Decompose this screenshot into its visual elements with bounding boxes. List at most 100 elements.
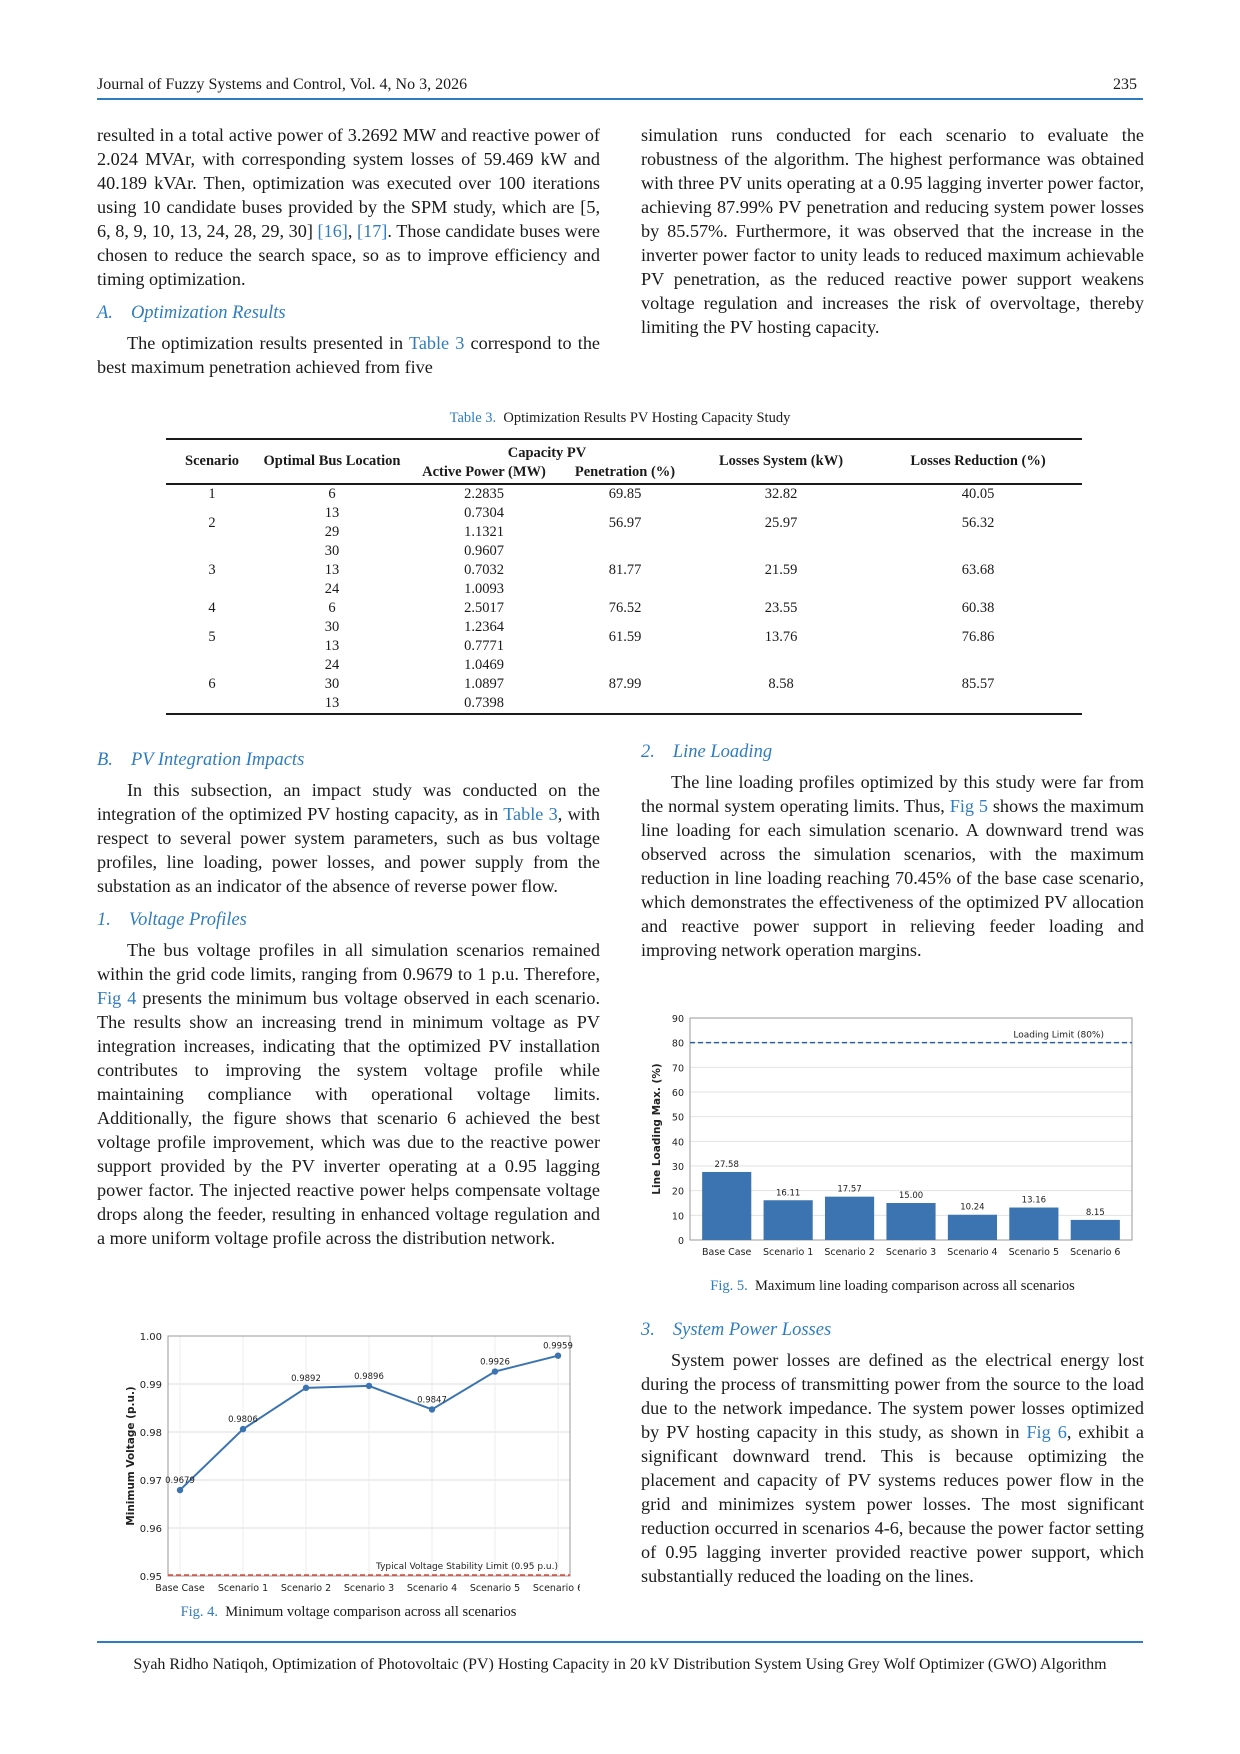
table-cell: 76.52 <box>608 600 642 616</box>
reference-line-label: Loading Limit (80%) <box>1013 1031 1104 1041</box>
table-cell-line: 13 <box>324 562 340 578</box>
table-cell-line: 30 <box>324 676 340 692</box>
data-point <box>428 1406 436 1413</box>
x-tick-label: Scenario 3 <box>344 1583 394 1594</box>
ref-link-16[interactable]: [16] <box>317 221 348 241</box>
paragraph: resulted in a total active power of 3.26… <box>97 125 600 289</box>
table-link[interactable]: Table 3 <box>503 804 558 824</box>
table-cell: 2 <box>208 514 216 531</box>
x-tick-label: Base Case <box>155 1583 205 1594</box>
section-heading-b: B. PV Integration Impacts <box>97 750 305 770</box>
table-cell-line: 13 <box>324 695 340 711</box>
table-cell: 6 <box>258 599 406 618</box>
y-axis-label: Line Loading Max. (%) <box>651 1063 663 1194</box>
table-cell: 1.2364 0.7771 <box>406 618 562 656</box>
data-point <box>365 1382 373 1390</box>
paragraph: simulation runs conducted for each scena… <box>641 125 1144 337</box>
x-tick-label: Scenario 1 <box>218 1583 268 1594</box>
table-cell: 24 30 13 <box>258 656 406 714</box>
page-number: 235 <box>1113 76 1137 93</box>
y-tick-label: 20 <box>672 1187 684 1198</box>
x-tick-label: Scenario 2 <box>281 1583 331 1594</box>
table-cell: 61.59 <box>608 628 642 645</box>
reference-line-label: Typical Voltage Stability Limit (0.95 p.… <box>375 1562 558 1572</box>
x-tick-label: Scenario 1 <box>763 1247 813 1258</box>
left-column-top: resulted in a total active power of 3.26… <box>97 123 600 379</box>
table-cell: 0.9607 0.7032 1.0093 <box>406 542 562 599</box>
figure-caption-4: Fig. 4. Minimum voltage comparison acros… <box>180 1604 517 1620</box>
bar <box>825 1196 875 1240</box>
table-cell-line: 1.0897 <box>464 676 504 692</box>
table-cell: 76.86 <box>961 628 995 645</box>
x-tick-label: Scenario 5 <box>470 1583 520 1594</box>
y-tick-label: 0.99 <box>140 1380 162 1391</box>
data-label: 8.15 <box>1086 1208 1105 1218</box>
y-tick-label: 90 <box>672 1014 684 1025</box>
journal-title: Journal of Fuzzy Systems and Control, Vo… <box>97 76 468 93</box>
table-caption: Table 3. Optimization Results PV Hosting… <box>449 410 791 426</box>
right-column-bottom-2: 3. System Power Losses System power losse… <box>641 1318 1144 1588</box>
table-cell: 2.2835 <box>406 484 562 504</box>
y-tick-label: 80 <box>672 1039 684 1050</box>
data-point <box>491 1368 499 1375</box>
figure-link[interactable]: Fig 4 <box>97 988 137 1008</box>
paragraph: The optimization results presented in Ta… <box>97 333 601 377</box>
col-header-capacity: Capacity PV <box>507 445 587 461</box>
data-point <box>302 1384 310 1392</box>
table-cell: 1 <box>208 486 216 502</box>
data-label: 10.24 <box>960 1203 984 1213</box>
data-label: 0.9679 <box>165 1476 195 1486</box>
bar <box>1009 1207 1059 1240</box>
data-label: 0.9806 <box>228 1415 258 1425</box>
x-tick-label: Scenario 6 <box>533 1583 580 1594</box>
footer-rule <box>97 1641 1143 1643</box>
table-link[interactable]: Table 3 <box>408 333 465 353</box>
data-label: 0.9896 <box>354 1372 384 1382</box>
y-tick-label: 40 <box>672 1137 684 1148</box>
y-tick-label: 1.00 <box>140 1332 162 1343</box>
table-cell-line: 2.2835 <box>464 486 504 502</box>
section-heading-3: 3. System Power Losses <box>641 1320 832 1340</box>
right-column-bottom: 2. Line Loading The line loading profiles… <box>641 740 1144 962</box>
x-tick-label: Base Case <box>702 1247 752 1258</box>
table-cell-line: 0.7304 <box>464 505 504 521</box>
figure-link[interactable]: Fig 6 <box>1026 1422 1067 1442</box>
y-tick-label: 70 <box>672 1063 684 1074</box>
x-tick-label: Scenario 3 <box>886 1247 936 1258</box>
bar <box>886 1203 936 1240</box>
section-heading-a: A. Optimization Results <box>97 303 286 323</box>
table-cell: 13 29 <box>258 504 406 542</box>
table-cell: 8.58 <box>768 676 794 692</box>
paragraph: In this subsection, an impact study was … <box>97 780 600 896</box>
col-header-reduction: Losses Reduction (%) <box>910 453 1046 469</box>
ref-link-17[interactable]: [17] <box>357 221 388 241</box>
table-cell: 6 <box>208 676 216 692</box>
table-cell-line: 30 <box>324 619 340 635</box>
table-cell: 21.59 <box>764 562 798 578</box>
y-tick-label: 0.98 <box>140 1428 162 1439</box>
bar <box>702 1171 752 1240</box>
table-cell-line: 1.2364 <box>464 619 504 635</box>
figure-caption-5: Fig. 5. Maximum line loading comparison … <box>710 1278 1075 1294</box>
table-cell: 69.85 <box>608 486 642 502</box>
y-tick-label: 10 <box>672 1211 684 1222</box>
table-cell: 30 13 <box>258 618 406 656</box>
table-cell-line: 24 <box>324 657 340 673</box>
x-tick-label: Scenario 4 <box>947 1247 997 1258</box>
table-cell-line: 0.7771 <box>464 638 504 654</box>
table-cell: 81.77 <box>608 562 642 578</box>
col-header-scenario: Scenario <box>185 453 239 469</box>
table-cell: 13.76 <box>764 628 798 645</box>
page-footer: Syah Ridho Natiqoh, Optimization of Phot… <box>133 1656 1107 1673</box>
col-header-bus: Optimal Bus Location <box>263 453 401 469</box>
x-tick-label: Scenario 5 <box>1009 1247 1059 1258</box>
figure-link[interactable]: Fig 5 <box>949 796 988 816</box>
y-tick-label: 30 <box>672 1162 684 1173</box>
col-header-losses: Losses System (kW) <box>718 453 844 469</box>
table-cell-line: 2.5017 <box>464 600 504 616</box>
data-label: 15.00 <box>899 1191 923 1201</box>
x-tick-label: Scenario 6 <box>1070 1247 1120 1258</box>
table-cell: 6 <box>258 484 406 504</box>
table-cell-line: 0.7398 <box>464 695 504 711</box>
table-cell: 25.97 <box>764 514 798 531</box>
